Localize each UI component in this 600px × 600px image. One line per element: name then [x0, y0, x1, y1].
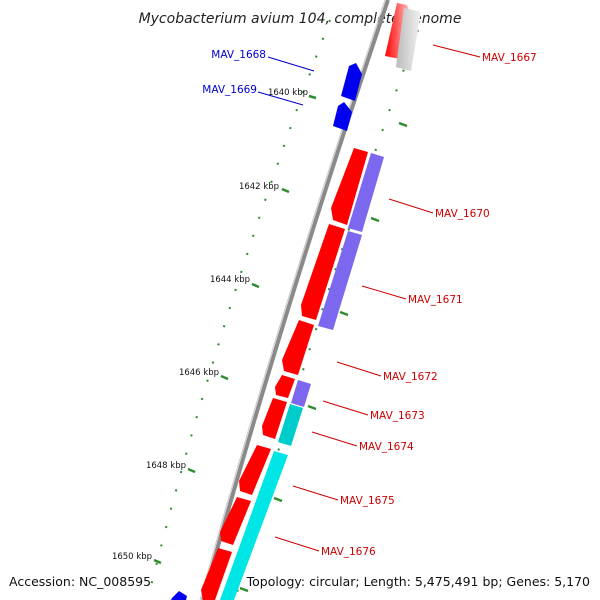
tick-label-1648: 1648 kbp: [146, 461, 186, 471]
tick-1642: 1642 kbp: [239, 182, 290, 194]
tick-1644: 1644 kbp: [210, 275, 260, 289]
blast-hit-MAV_1670: [348, 153, 384, 232]
blast-hit-MAV_1671: [318, 231, 362, 330]
blast-hit-MAV_1675: [220, 451, 288, 600]
tick-1646: 1646 kbp: [179, 368, 229, 381]
cds-MAV_1670[interactable]: [331, 148, 368, 225]
gene-label-MAV_1669: MAV_1669: [202, 84, 257, 96]
cds-MAV_1674[interactable]: [262, 398, 287, 439]
tick-label-1642: 1642 kbp: [239, 182, 279, 192]
cds-bottom-blue[interactable]: [171, 591, 187, 600]
tick-1648: 1648 kbp: [146, 461, 196, 474]
tick-label-1640: 1640 kbp: [268, 88, 308, 98]
gene-label-MAV_1667: MAV_1667: [482, 52, 537, 64]
accession-text: Accession: NC_008595: [9, 574, 151, 589]
label-MAV_1670[interactable]: MAV_1670: [388, 198, 490, 220]
label-MAV_1669[interactable]: MAV_1669: [202, 84, 304, 106]
label-MAV_1667[interactable]: MAV_1667: [432, 44, 537, 64]
gene-label-MAV_1676: MAV_1676: [321, 546, 376, 558]
cds-MAV_1675[interactable]: [239, 445, 271, 495]
tick-1650: 1650 kbp: [112, 552, 162, 565]
cds-MAV_1669[interactable]: [333, 102, 352, 131]
label-MAV_1674[interactable]: MAV_1674: [311, 431, 414, 453]
cds-MAV_1673[interactable]: [275, 375, 295, 398]
cds-MAV_1668[interactable]: [341, 63, 362, 101]
cds-MAV_1676[interactable]: [220, 497, 251, 545]
gene-label-MAV_1674: MAV_1674: [359, 441, 414, 453]
cds-bottom-red[interactable]: [201, 548, 232, 600]
label-MAV_1676[interactable]: MAV_1676: [274, 536, 376, 558]
cds-MAV_1672[interactable]: [282, 320, 314, 375]
blast-hit-MAV_1673: [291, 380, 311, 407]
tick-1640: 1640 kbp: [268, 88, 317, 100]
tick-label-1644: 1644 kbp: [210, 275, 250, 285]
label-MAV_1668[interactable]: MAV_1668: [211, 49, 315, 72]
gene-label-MAV_1672: MAV_1672: [383, 371, 438, 383]
tick-label-1650: 1650 kbp: [112, 552, 152, 562]
label-MAV_1672[interactable]: MAV_1672: [336, 361, 438, 383]
outer-tick-dashes: [239, 121, 408, 593]
gene-label-MAV_1673: MAV_1673: [370, 410, 425, 422]
blast-hit-MAV_1674: [278, 404, 303, 446]
gene-label-MAV_1675: MAV_1675: [340, 495, 395, 507]
inner-tick-track: [149, 19, 331, 591]
gene-label-MAV_1670: MAV_1670: [435, 208, 490, 220]
gene-label-MAV_1668: MAV_1668: [211, 49, 266, 61]
topology-text: Topology: circular; Length: 5,475,491 bp…: [246, 574, 590, 589]
label-MAV_1671[interactable]: MAV_1671: [361, 285, 463, 306]
label-MAV_1673[interactable]: MAV_1673: [322, 400, 425, 422]
label-MAV_1675[interactable]: MAV_1675: [292, 485, 395, 507]
tick-label-1646: 1646 kbp: [179, 368, 219, 378]
cds-MAV_1671[interactable]: [301, 224, 345, 320]
gene-label-MAV_1671: MAV_1671: [408, 294, 463, 306]
blast-hit-MAV_1667: [396, 8, 421, 71]
